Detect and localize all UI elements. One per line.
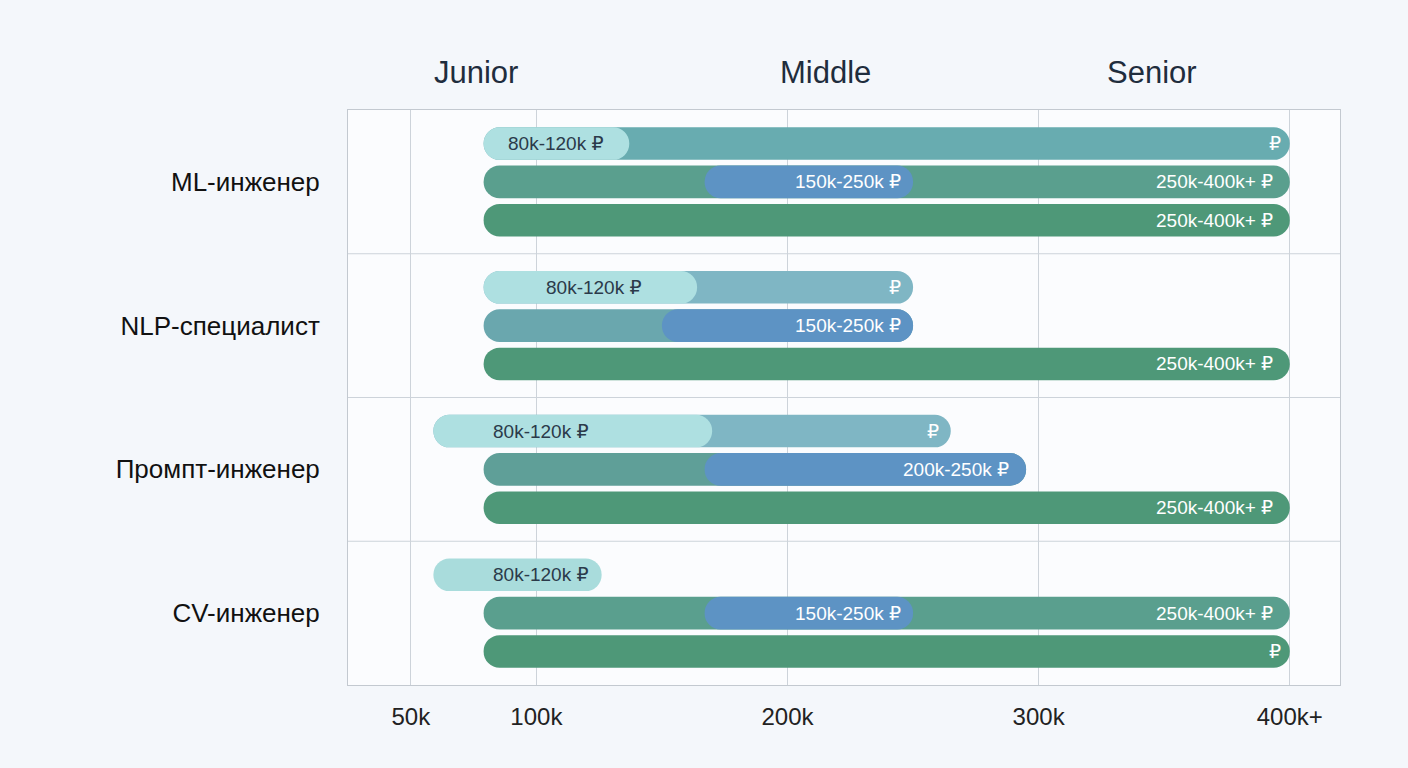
svg-text:₽: ₽	[1269, 641, 1281, 662]
svg-text:300k: 300k	[1013, 703, 1066, 730]
svg-text:80k-120k ₽: 80k-120k ₽	[493, 564, 589, 585]
svg-text:80k-120k ₽: 80k-120k ₽	[493, 421, 589, 442]
svg-text:250k-400k+ ₽: 250k-400k+ ₽	[1156, 171, 1273, 192]
svg-text:150k-250k ₽: 150k-250k ₽	[795, 171, 901, 192]
svg-text:250k-400k+ ₽: 250k-400k+ ₽	[1156, 353, 1273, 374]
svg-text:250k-400k+ ₽: 250k-400k+ ₽	[1156, 210, 1273, 231]
svg-text:100k: 100k	[510, 703, 563, 730]
svg-text:200k-250k ₽: 200k-250k ₽	[903, 459, 1009, 480]
svg-text:₽: ₽	[889, 277, 901, 298]
svg-text:250k-400k+ ₽: 250k-400k+ ₽	[1156, 497, 1273, 518]
svg-text:Middle: Middle	[780, 55, 871, 90]
svg-text:Senior: Senior	[1107, 55, 1197, 90]
svg-text:80k-120k ₽: 80k-120k ₽	[508, 133, 604, 154]
svg-text:CV-инженер: CV-инженер	[172, 598, 319, 628]
svg-text:NLP-специалист: NLP-специалист	[121, 311, 320, 341]
svg-text:250k-400k+ ₽: 250k-400k+ ₽	[1156, 603, 1273, 624]
svg-text:Junior: Junior	[434, 55, 518, 90]
svg-text:ML-инженер: ML-инженер	[171, 167, 320, 197]
svg-text:Промпт-инженер: Промпт-инженер	[116, 454, 320, 484]
svg-text:₽: ₽	[1269, 133, 1281, 154]
svg-text:80k-120k ₽: 80k-120k ₽	[546, 277, 642, 298]
svg-text:150k-250k ₽: 150k-250k ₽	[795, 315, 901, 336]
svg-text:₽: ₽	[927, 421, 939, 442]
svg-text:50k: 50k	[391, 703, 431, 730]
svg-text:150k-250k ₽: 150k-250k ₽	[795, 603, 901, 624]
svg-text:200k: 200k	[761, 703, 814, 730]
svg-text:400k+: 400k+	[1257, 703, 1323, 730]
